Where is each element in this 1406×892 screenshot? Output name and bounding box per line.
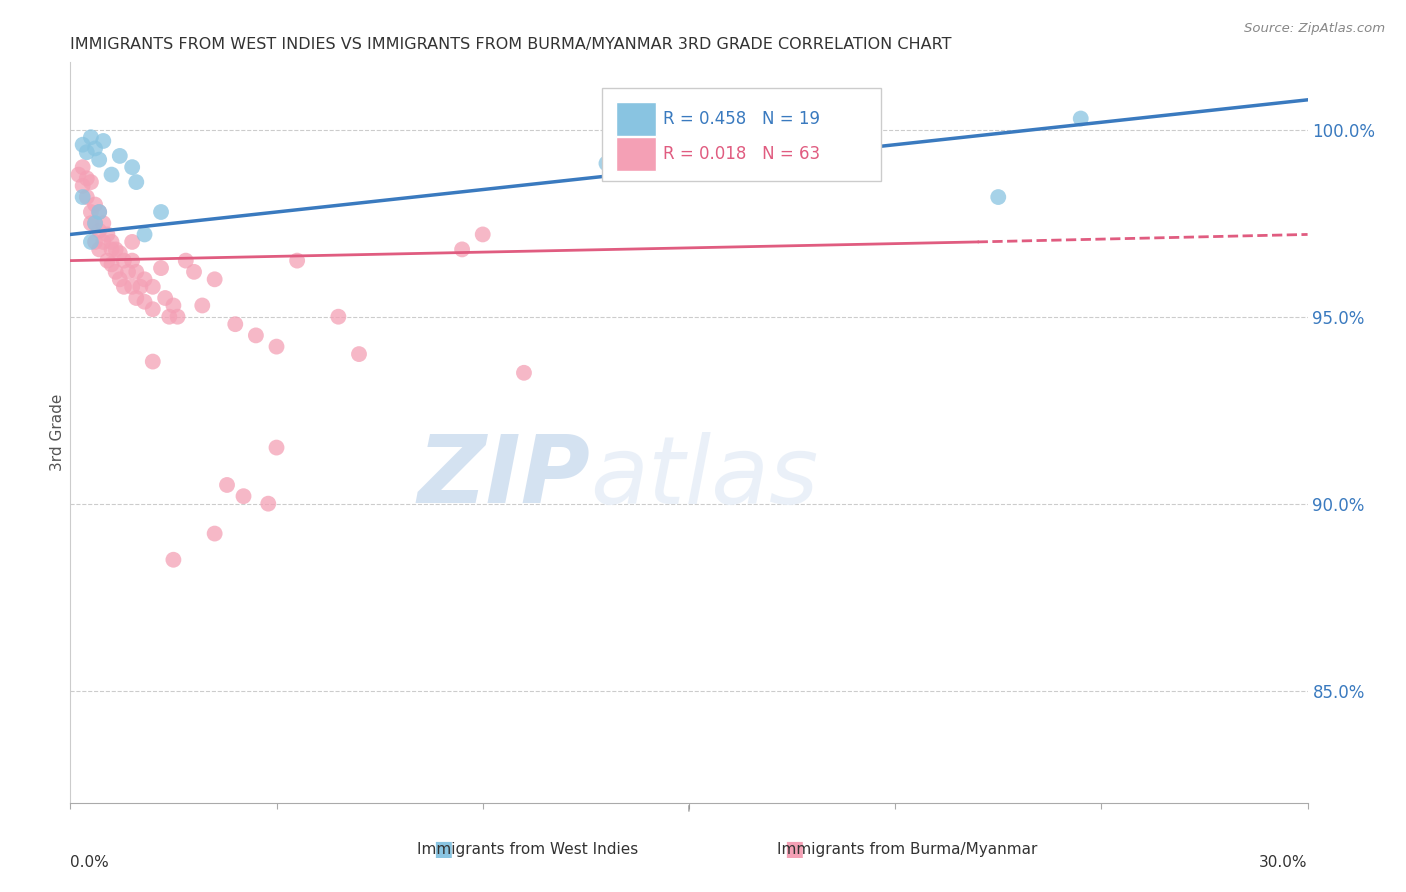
Point	[89, 205, 111, 219]
Text: ■: ■	[785, 839, 804, 859]
Point	[84, 216, 107, 230]
Point	[91, 216, 114, 230]
Point	[162, 553, 184, 567]
Point	[89, 153, 111, 167]
Point	[121, 160, 143, 174]
Point	[108, 149, 131, 163]
Point	[183, 265, 205, 279]
Point	[153, 291, 176, 305]
Point	[232, 489, 254, 503]
Point	[96, 253, 118, 268]
Point	[285, 253, 308, 268]
Point	[104, 243, 127, 257]
Point	[89, 224, 111, 238]
Point	[100, 168, 122, 182]
Point	[84, 197, 107, 211]
Text: R = 0.018   N = 63: R = 0.018 N = 63	[664, 145, 820, 163]
Point	[121, 280, 143, 294]
Point	[328, 310, 350, 324]
Point	[76, 171, 98, 186]
Point	[104, 265, 127, 279]
Point	[245, 328, 267, 343]
Point	[987, 190, 1010, 204]
Point	[129, 280, 152, 294]
Text: 30.0%: 30.0%	[1260, 855, 1308, 870]
Point	[89, 243, 111, 257]
Point	[80, 205, 103, 219]
Point	[112, 280, 135, 294]
Point	[67, 168, 90, 182]
Point	[224, 317, 246, 331]
FancyBboxPatch shape	[602, 88, 880, 181]
Point	[117, 265, 139, 279]
Point	[257, 497, 280, 511]
Point	[157, 310, 180, 324]
Point	[125, 291, 148, 305]
Point	[72, 190, 94, 204]
Point	[347, 347, 370, 361]
Point	[80, 175, 103, 189]
Point	[266, 340, 288, 354]
FancyBboxPatch shape	[616, 137, 655, 171]
Point	[121, 235, 143, 249]
Point	[91, 134, 114, 148]
Point	[134, 272, 156, 286]
Point	[84, 141, 107, 155]
Point	[204, 526, 226, 541]
Point	[162, 298, 184, 312]
Point	[84, 216, 107, 230]
Point	[80, 216, 103, 230]
Point	[134, 294, 156, 309]
Point	[100, 257, 122, 271]
Point	[100, 243, 122, 257]
Point	[166, 310, 188, 324]
Point	[451, 243, 474, 257]
Point	[108, 246, 131, 260]
Point	[72, 137, 94, 152]
Text: R = 0.458   N = 19: R = 0.458 N = 19	[664, 110, 820, 128]
Point	[108, 272, 131, 286]
Point	[72, 160, 94, 174]
Point	[150, 261, 173, 276]
Point	[142, 354, 165, 368]
Point	[76, 190, 98, 204]
Text: ZIP: ZIP	[418, 431, 591, 523]
Point	[125, 265, 148, 279]
Text: atlas: atlas	[591, 432, 818, 523]
Point	[80, 235, 103, 249]
Point	[1070, 112, 1092, 126]
Point	[76, 145, 98, 160]
Point	[204, 272, 226, 286]
Point	[174, 253, 197, 268]
Point	[96, 227, 118, 242]
Y-axis label: 3rd Grade: 3rd Grade	[49, 394, 65, 471]
Point	[91, 235, 114, 249]
Point	[513, 366, 536, 380]
Point	[84, 235, 107, 249]
Point	[134, 227, 156, 242]
Point	[72, 178, 94, 193]
Text: IMMIGRANTS FROM WEST INDIES VS IMMIGRANTS FROM BURMA/MYANMAR 3RD GRADE CORRELATI: IMMIGRANTS FROM WEST INDIES VS IMMIGRANT…	[70, 37, 952, 52]
Point	[215, 478, 238, 492]
Point	[150, 205, 173, 219]
Point	[142, 280, 165, 294]
Point	[121, 253, 143, 268]
Text: ■: ■	[433, 839, 453, 859]
Text: Immigrants from Burma/Myanmar: Immigrants from Burma/Myanmar	[776, 842, 1038, 856]
Point	[80, 130, 103, 145]
Point	[471, 227, 494, 242]
Point	[112, 253, 135, 268]
Point	[266, 441, 288, 455]
Point	[142, 302, 165, 317]
Point	[100, 235, 122, 249]
Text: 0.0%: 0.0%	[70, 855, 110, 870]
Point	[595, 156, 617, 170]
FancyBboxPatch shape	[616, 102, 655, 136]
Point	[125, 175, 148, 189]
Point	[191, 298, 214, 312]
Point	[89, 205, 111, 219]
Text: Source: ZipAtlas.com: Source: ZipAtlas.com	[1244, 22, 1385, 36]
Text: Immigrants from West Indies: Immigrants from West Indies	[416, 842, 638, 856]
